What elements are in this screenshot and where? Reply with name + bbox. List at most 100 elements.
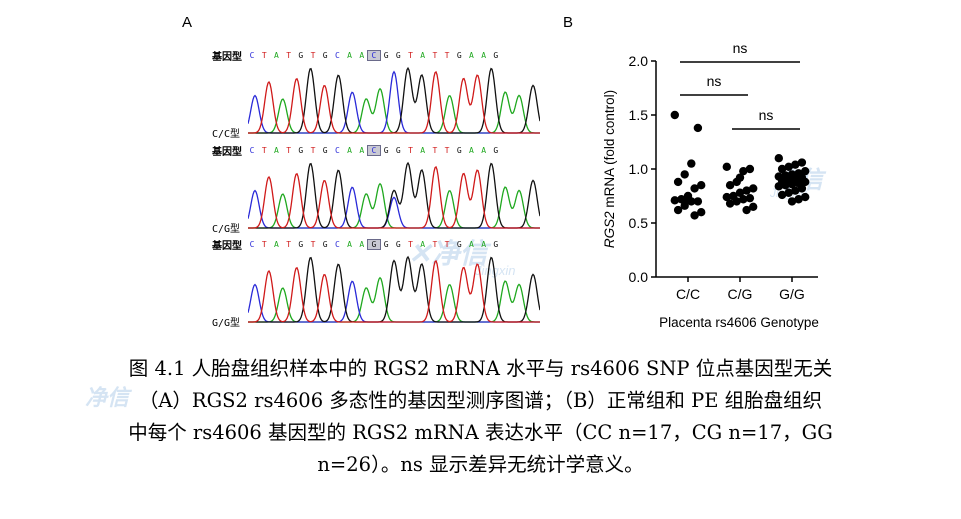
base-call: A [359,146,365,155]
data-point [739,195,748,204]
y-tick-label: 1.5 [629,107,649,123]
sequence-label: 基因型 [212,52,242,63]
trace-line-T [248,259,540,323]
data-point [673,205,683,215]
data-point [745,164,755,174]
chromatogram-2: 基因型 C T A T G T G C A A C G G T A T T G A A G C/G型 [212,140,542,235]
base-call: T [432,146,438,155]
base-call: A [481,146,487,155]
base-call: G [456,146,462,155]
genotype-label: C/C型 [212,129,241,140]
data-point [735,188,745,197]
base-call: A [420,240,426,249]
base-call: T [310,51,316,60]
data-point [697,181,706,190]
data-point [722,192,731,202]
base-call: T [286,146,292,155]
base-call: A [347,51,352,60]
x-tick-label: C/G [728,286,753,302]
base-call: C [334,240,340,249]
panel-b-letter: B [563,14,574,31]
data-point [777,164,787,174]
data-point [680,170,689,179]
x-tick-label: C/C [676,286,700,302]
base-call: C [366,145,382,156]
significance-label: ns [707,73,722,89]
base-call: T [261,51,267,60]
panel-a-letter: A [182,14,193,31]
base-call: T [408,51,413,60]
base-call: T [310,240,316,249]
y-tick-label: 2.0 [629,53,649,69]
data-point [794,195,803,204]
base-call: G [322,51,328,60]
base-call: A [274,51,279,60]
base-call: T [444,146,450,155]
base-call: T [261,146,267,155]
data-point [801,192,810,202]
y-tick-label: 0.5 [629,215,649,231]
base-call: A [420,51,426,60]
base-call: A [481,240,487,249]
data-point [680,201,689,210]
caption-line-1: 图 4.1 人胎盘组织样本中的 RGS2 mRNA 水平与 rs4606 SNP… [128,357,833,380]
base-call: C [249,51,255,60]
data-point [673,177,683,187]
watermark-en: Jingxin [475,263,516,278]
data-point [774,154,783,163]
data-point [787,179,797,189]
watermark-cn: 净信 [431,238,488,269]
base-call: G [395,240,401,249]
base-call: G [456,240,462,249]
base-call: A [481,51,487,60]
base-call: T [444,51,450,60]
data-point [735,173,745,182]
genotype-label: G/G型 [212,318,241,329]
base-call: C [334,51,340,60]
base-call: A [274,146,279,155]
caption-line-3: 中每个 rs4606 基因型的 RGS2 mRNA 表达水平（CC n=17，C… [128,421,833,444]
chromatogram-trace [248,161,540,229]
watermark-caption-cn: 净信 [85,385,130,410]
base-call: G [395,146,401,155]
base-call: G [298,146,304,155]
data-point [797,184,807,193]
data-point [683,195,693,204]
base-call: G [322,240,328,249]
caption-line-2: （A）RGS2 rs4606 多态性的基因型测序图谱；（B）正常组和 PE 组胎… [138,389,823,412]
data-point [749,184,758,193]
sequence-header: 基因型 C T A T G T G C A A C G G T A T T G A A G [212,45,502,63]
trace-line-T [248,165,540,229]
sequence-header: 基因型 C T A T G T G C A A G G G T A T T G A A G [212,234,502,252]
sequence-header: 基因型 C T A T G T G C A A C G G T A T T G A A G [212,140,502,158]
data-point [670,196,679,205]
data-point [787,197,797,206]
data-point [791,160,800,169]
base-call: T [432,51,438,60]
base-call: A [469,146,474,155]
base-call: T [432,240,438,249]
data-point [784,188,793,197]
base-call: G [383,146,389,155]
data-point [693,197,703,206]
data-point [693,123,703,133]
y-tick-label: 0.0 [629,269,649,285]
trace-line-G [248,161,540,229]
base-call: A [469,240,474,249]
significance-label: ns [759,107,774,123]
data-point [797,158,807,167]
base-call: C [334,146,340,155]
data-point [745,193,755,203]
watermark-logo-icon: ✕净信 [408,238,488,269]
base-call: T [408,146,413,155]
y-axis-label: RGS2 mRNA (fold control) [602,90,617,248]
base-call: T [286,240,292,249]
base-call: A [469,51,474,60]
caption-line-4: n=26）。ns 显示差异无统计学意义。 [317,453,644,476]
base-call: A [359,51,365,60]
chromatogram-trace [248,66,540,134]
data-point [732,197,741,206]
base-call: T [310,146,316,155]
data-point [801,166,810,176]
base-call: G [493,146,499,155]
